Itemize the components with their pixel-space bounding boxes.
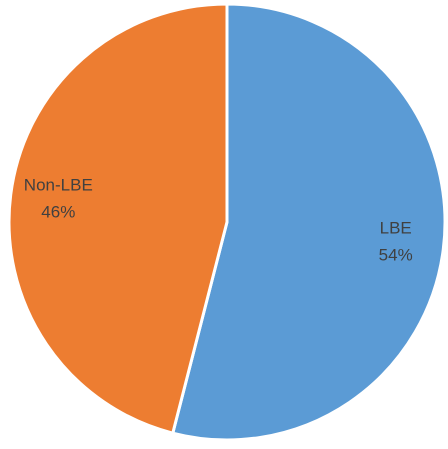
slice-value-label: 54% — [379, 245, 413, 264]
slice-value-label: 46% — [41, 203, 75, 222]
slice-category-label: LBE — [380, 218, 412, 237]
slice-category-label: Non-LBE — [24, 176, 93, 195]
